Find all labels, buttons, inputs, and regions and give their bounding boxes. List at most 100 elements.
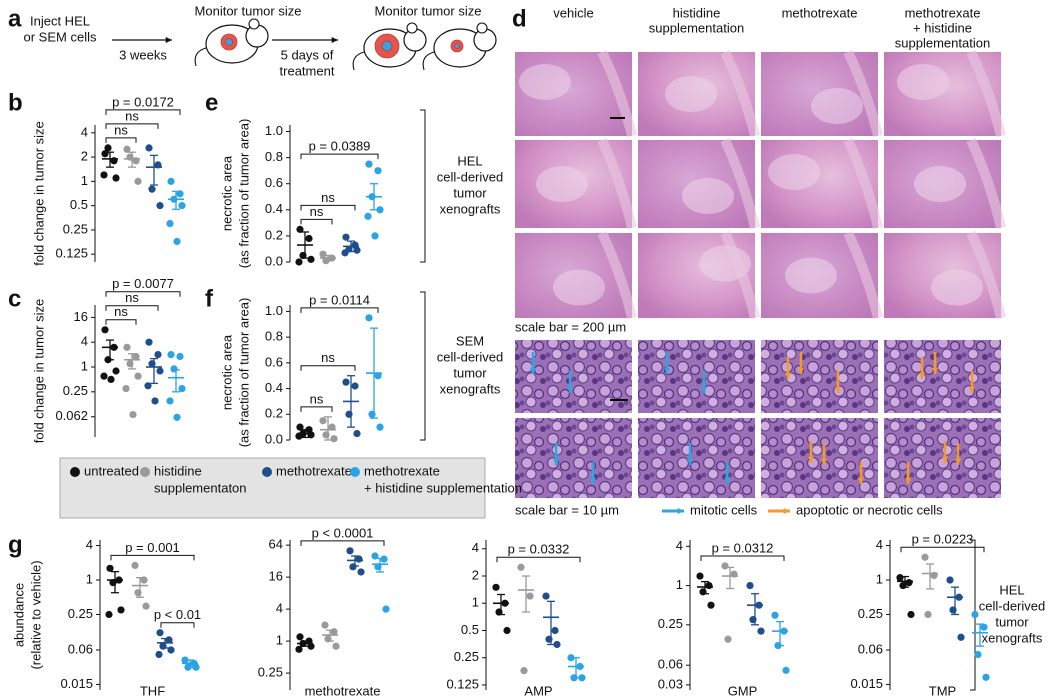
arrow-head	[807, 456, 815, 463]
arrow-head	[904, 477, 912, 484]
schematic-text: Monitor tumor size	[195, 3, 302, 18]
tumor	[225, 38, 233, 46]
schematic-text: treatment	[280, 63, 335, 78]
micrograph-region	[966, 137, 1006, 230]
y-tick-label: 0.0	[265, 431, 283, 446]
y-axis-label: (relative to vehicle)	[28, 560, 43, 669]
data-point	[705, 581, 713, 590]
mouse-ear	[476, 22, 488, 34]
schematic-text: Monitor tumor size	[375, 3, 482, 18]
data-point	[578, 674, 586, 682]
legend-label: methotrexate	[364, 463, 440, 478]
data-point	[155, 650, 163, 659]
y-tick-label: 0.25	[454, 649, 479, 664]
arrow-head	[797, 367, 805, 374]
micrograph-region	[843, 49, 883, 138]
y-tick-label: 4	[86, 537, 93, 552]
micrograph-high	[638, 418, 755, 498]
micrograph-region	[897, 64, 949, 100]
micrograph-high	[884, 418, 1001, 498]
micrograph-high	[761, 340, 878, 413]
column-header: supplementation	[895, 35, 990, 50]
data-point	[924, 610, 932, 619]
micrograph-region	[966, 49, 1006, 138]
column-header: + histidine	[913, 20, 972, 35]
data-point	[371, 232, 379, 240]
micrograph-region	[785, 257, 837, 294]
y-axis-label: fold change in tumor size	[31, 299, 46, 444]
data-point	[321, 621, 329, 629]
x-axis-label: THF	[140, 683, 165, 698]
x-axis-label: GMP	[728, 683, 758, 698]
micrograph-region	[966, 230, 1006, 320]
arrow-head	[686, 458, 694, 465]
y-tick-label: 4	[276, 601, 283, 616]
data-point	[296, 633, 304, 641]
significance-label: ns	[310, 391, 324, 406]
y-tick-label: 4	[676, 538, 683, 553]
data-point	[974, 650, 982, 659]
arrow-head	[552, 458, 560, 465]
data-point	[112, 174, 120, 182]
scale-label: scale bar = 200 µm	[515, 319, 626, 334]
arrow-head	[529, 367, 537, 374]
arrow-head	[589, 477, 597, 484]
data-point	[101, 326, 109, 334]
micrograph-high	[761, 418, 878, 498]
data-point	[365, 314, 373, 322]
data-point	[112, 367, 120, 375]
legend-marker	[350, 467, 360, 477]
arrow-head	[931, 367, 939, 374]
schematic-text: 5 days of	[281, 47, 334, 62]
panel-label: b	[8, 89, 23, 116]
schematic-text: or SEM cells	[24, 29, 97, 44]
significance-label: ns	[321, 350, 335, 365]
data-point	[142, 602, 150, 610]
micrograph-high	[884, 340, 1001, 413]
data-point	[376, 423, 384, 431]
mouse-ear	[406, 22, 418, 34]
arrow-head	[834, 386, 842, 393]
data-point	[117, 606, 125, 614]
significance-label: p = 0.0114	[309, 292, 370, 307]
row-bracket	[420, 291, 426, 441]
mouse-tail	[352, 51, 365, 71]
row-label: HEL	[999, 582, 1024, 597]
y-tick-label: 0.6	[265, 175, 283, 190]
data-point	[980, 623, 988, 631]
mouse-tail	[194, 47, 207, 67]
data-point	[553, 640, 561, 649]
y-tick-label: 0.8	[265, 149, 283, 164]
significance-label: p = 0.0332	[508, 542, 570, 557]
arrow-head	[857, 477, 865, 484]
data-point	[696, 572, 704, 580]
arrow-head	[331, 36, 338, 44]
data-point	[105, 610, 113, 619]
y-tick-label: 0.25	[68, 606, 93, 621]
y-axis-label: fold change in tumor size	[31, 121, 46, 266]
panel-label: c	[8, 285, 21, 312]
significance-label: ns	[125, 108, 139, 123]
data-point	[181, 656, 189, 664]
row-label: cell-derived	[437, 349, 503, 364]
panel-label: g	[8, 531, 23, 558]
data-point	[156, 629, 164, 637]
data-point	[330, 435, 338, 443]
data-point	[123, 343, 131, 351]
micrograph-region	[682, 178, 734, 214]
data-point	[145, 338, 153, 346]
y-tick-label: 1	[81, 358, 88, 373]
data-point	[156, 367, 164, 375]
legend-box	[59, 457, 486, 519]
micrograph-region	[720, 230, 760, 320]
data-point	[154, 351, 162, 359]
legend-label: + histidine supplementation	[364, 480, 522, 495]
row-label: cell-derived	[979, 598, 1045, 613]
data-point	[542, 592, 550, 600]
significance-bracket	[110, 554, 195, 561]
data-point	[166, 397, 174, 405]
data-point	[896, 574, 904, 582]
arrow-head	[677, 507, 684, 515]
data-point	[551, 626, 559, 635]
significance-label: p = 0.0223	[912, 532, 974, 547]
